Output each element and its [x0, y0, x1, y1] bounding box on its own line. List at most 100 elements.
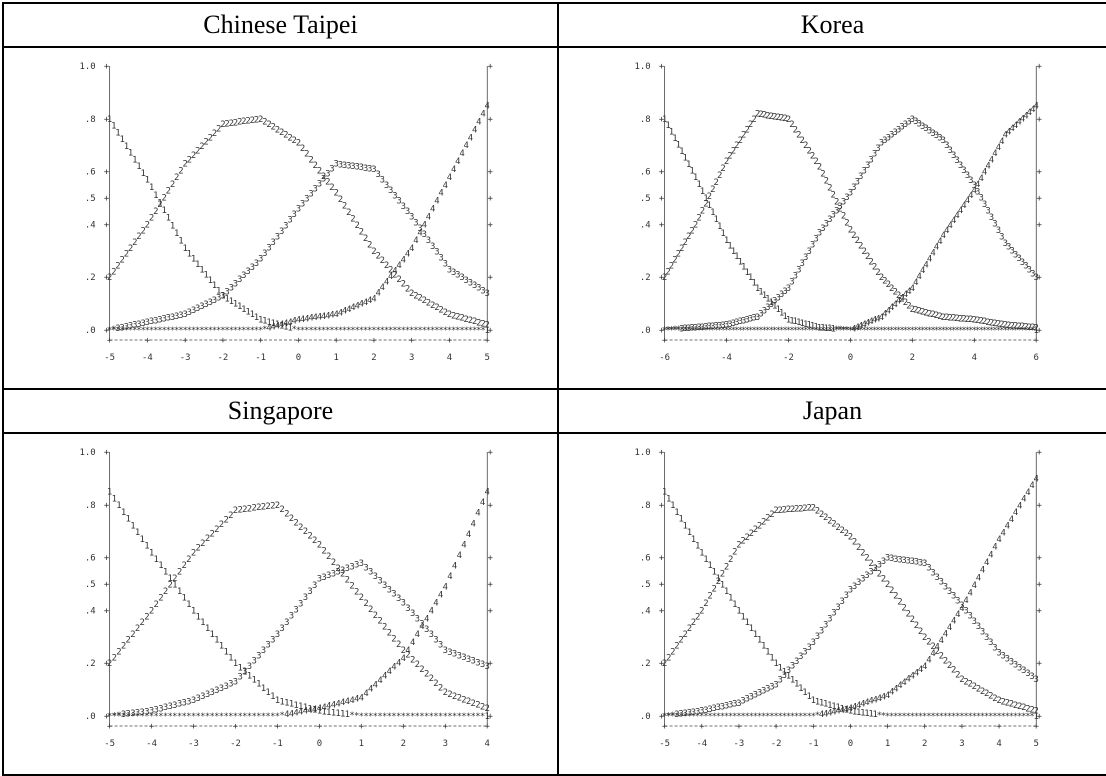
series-3-point: 3 — [678, 710, 683, 720]
series-3-point: 3 — [922, 559, 927, 569]
series-1-point: 1 — [700, 187, 705, 197]
series-1-point: 1 — [132, 155, 137, 165]
series-1-point: 1 — [687, 528, 692, 538]
series-4-point: * — [128, 326, 133, 336]
series-1-point: 1 — [107, 115, 112, 125]
series-2-point: 2 — [710, 185, 715, 195]
series-3-point: 3 — [298, 599, 303, 609]
series-2-point: 2 — [417, 294, 422, 304]
series-3-point: 3 — [934, 131, 939, 141]
series-4-point: * — [219, 712, 224, 722]
series-3-point: 3 — [758, 310, 763, 320]
y-tick-label: .6 — [85, 554, 96, 564]
series-3-point: 3 — [170, 313, 175, 323]
series-2-point: 2 — [275, 125, 280, 135]
series-4-point: 4 — [901, 678, 906, 688]
series-1-point: 1 — [177, 587, 182, 597]
series-1-point: 1 — [340, 710, 345, 720]
x-tick-mark: + — [1034, 722, 1040, 732]
series-4-point: 4 — [289, 709, 294, 719]
series-4-point: * — [124, 326, 129, 336]
series-1-point: 1 — [271, 319, 276, 329]
series-2-point: 2 — [292, 136, 297, 146]
series-1-point: 1 — [662, 488, 667, 498]
series-4-point: 4 — [819, 710, 824, 720]
series-4-point: 4 — [335, 699, 340, 709]
series-2-point: 2 — [786, 505, 791, 515]
series-4-point: 4 — [363, 298, 368, 308]
series-1-point: * — [434, 326, 439, 336]
x-tick-mark: + — [662, 336, 668, 346]
series-1-point: 1 — [806, 321, 811, 331]
y-tick-mark: + — [104, 606, 110, 616]
series-3-point: 3 — [794, 657, 799, 667]
series-2-point: 2 — [1020, 322, 1025, 332]
series-3-point: 3 — [242, 667, 247, 677]
series-2-point: 2 — [182, 160, 187, 170]
series-3-point: 3 — [331, 569, 336, 579]
series-1-point: 1 — [800, 319, 805, 329]
x-tick-label: -2 — [783, 353, 794, 363]
series-2-point: 2 — [864, 554, 869, 564]
series-1-point: * — [363, 326, 368, 336]
series-2-point: 2 — [308, 155, 313, 165]
x-tick-mark: + — [296, 336, 302, 346]
series-1-point: * — [349, 711, 354, 721]
series-1-point: * — [862, 326, 867, 336]
x-tick-label: -2 — [218, 353, 229, 363]
series-4-point: 4 — [992, 149, 997, 159]
y-tick-mark: + — [659, 62, 665, 72]
series-1-point: 1 — [261, 684, 266, 694]
series-3-point: 3 — [848, 585, 853, 595]
y-tick-label: .8 — [640, 501, 651, 511]
series-4-point: 4 — [461, 540, 466, 550]
series-2-point: 2 — [820, 169, 825, 179]
series-2-point: 2 — [765, 514, 770, 524]
series-3-point: 3 — [126, 710, 131, 720]
series-2-point: 2 — [811, 503, 816, 513]
series-2-point: 2 — [461, 695, 466, 705]
series-1-point: 1 — [696, 180, 701, 190]
series-1-point: * — [968, 326, 973, 336]
series-4-point: 4 — [405, 250, 410, 260]
series-3-point: 3 — [438, 254, 443, 264]
series-3-point: 3 — [283, 221, 288, 231]
series-3-point: 3 — [413, 218, 418, 228]
series-1-point: 1 — [158, 561, 163, 571]
series-1-point: 1 — [303, 703, 308, 713]
series-1-point: 1 — [683, 521, 688, 531]
series-4-point: * — [168, 712, 173, 722]
series-3-point: 3 — [786, 666, 791, 676]
series-3-point: 3 — [326, 571, 331, 581]
series-1-point: * — [992, 326, 997, 336]
series-4-point: 4 — [1027, 108, 1032, 118]
series-2-point: 2 — [182, 561, 187, 571]
series-3-point: 3 — [247, 662, 252, 672]
series-1-point: * — [941, 326, 946, 336]
series-4-point: 4 — [472, 125, 477, 135]
series-1-point: 1 — [852, 707, 857, 717]
series-3-point: 3 — [429, 630, 434, 640]
series-3-point: 3 — [1034, 273, 1039, 283]
series-4-point: * — [256, 712, 261, 722]
series-2-point: 2 — [388, 266, 393, 276]
series-1-point: 1 — [149, 183, 154, 193]
series-4-point: * — [170, 326, 175, 336]
series-1-point: 1 — [298, 702, 303, 712]
series-2-point: 2 — [703, 199, 708, 209]
series-1-point: 1 — [724, 587, 729, 597]
series-3-point: 3 — [457, 651, 462, 661]
series-1-point: 1 — [678, 515, 683, 525]
series-3-point: 3 — [1006, 243, 1011, 253]
series-1-point: 1 — [254, 313, 259, 323]
series-1-point: 1 — [738, 257, 743, 267]
y-tick-label: .2 — [640, 273, 651, 283]
series-3-point: 3 — [755, 313, 760, 323]
series-4-point: 4 — [959, 604, 964, 614]
series-2-point: 2 — [819, 510, 824, 520]
series-1-point: 1 — [157, 198, 162, 208]
series-3-point: 3 — [820, 224, 825, 234]
series-3-point: 3 — [149, 707, 154, 717]
series-1-point: * — [443, 326, 448, 336]
series-2-point: 2 — [899, 294, 904, 304]
